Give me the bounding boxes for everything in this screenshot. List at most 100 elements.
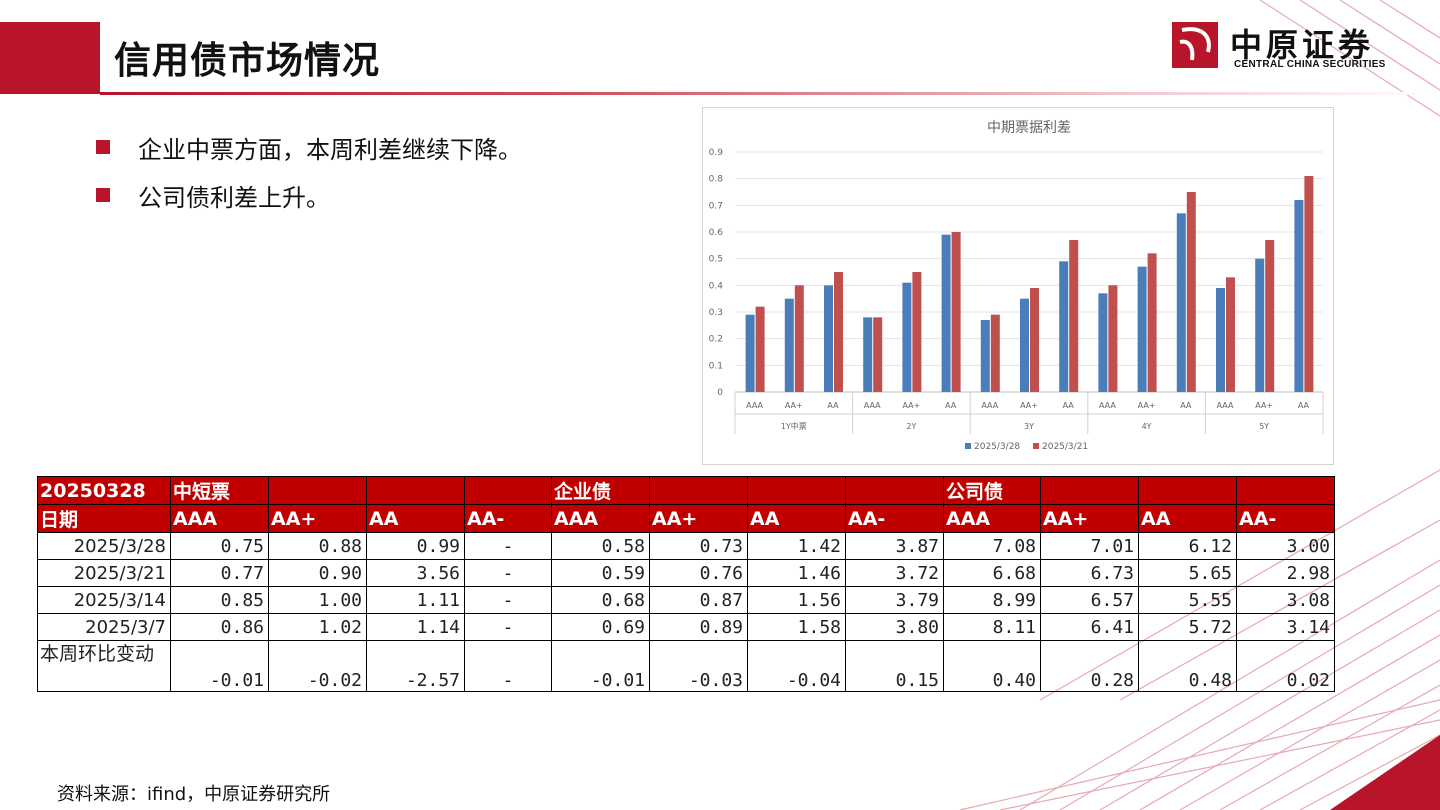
table-header-cell: 企业债 (551, 476, 650, 505)
y-tick-label: 0.1 (709, 361, 723, 371)
bar (1059, 261, 1069, 392)
table-cell: 0.89 (649, 613, 748, 641)
bullet-item: 公司债利差上升。 (96, 174, 566, 222)
table-cell: 5.65 (1138, 559, 1237, 587)
spread-chart: 中期票据利差 0 0.1 0.2 0.3 0.4 0.5 0.6 0.7 0.8 0.9 AAA AA+… (702, 107, 1334, 465)
y-tick-label: 0.7 (709, 201, 723, 211)
company-logo: 中原证券 CENTRAL CHINA SECURITIES (1172, 22, 1412, 72)
bullet-item: 企业中票方面，本周利差继续下降。 (96, 126, 566, 174)
table-cell: 2025/3/28 (37, 532, 171, 560)
table-cell: 8.11 (943, 613, 1041, 641)
x-tick-label: AA+ (1020, 401, 1038, 410)
table-cell: 3.08 (1236, 586, 1335, 614)
bar (834, 272, 843, 392)
chart-title: 中期票据利差 (987, 120, 1071, 136)
table-header-cell (649, 476, 748, 505)
spread-table: 20250328 中短票 企业债 公司债 日期 AAA AA+ AA AA- AAA AA+ AA AA… (37, 476, 1335, 692)
x-tick-label: AA (1180, 401, 1192, 410)
bullet-text: 企业中票方面，本周利差继续下降。 (138, 136, 522, 164)
x-tick-label: AA (1298, 401, 1310, 410)
table-header-cell: 20250328 (37, 476, 171, 505)
table-header-cell: AAA (943, 504, 1041, 533)
bar (941, 234, 951, 392)
table-row: 2025/3/7 0.86 1.02 1.14-0.69 0.89 1.58 3.80 8.1… (37, 613, 1335, 641)
table-row: 2025/3/21 0.77 0.90 3.56-0.59 0.76 1.46 3.72 6.… (37, 559, 1335, 587)
bar (1098, 293, 1108, 392)
table-header-cell (1138, 476, 1237, 505)
bar (1020, 298, 1029, 392)
table-header-cell: 公司债 (943, 476, 1041, 505)
table-header-cell: 日期 (37, 504, 171, 533)
table-header-cell: AA (366, 504, 465, 533)
bullet-text: 公司债利差上升。 (138, 184, 330, 212)
table-cell: 3.87 (845, 532, 944, 560)
x-tick-label: AAA (1099, 401, 1116, 410)
x-tick-label: AAA (746, 401, 763, 410)
bar (1304, 176, 1314, 392)
group-label: 3Y (1024, 422, 1034, 431)
table-header-row: 20250328 中短票 企业债 公司债 (37, 476, 1335, 505)
table-header-cell (366, 476, 465, 505)
bar (1137, 266, 1147, 392)
table-cell: -2.57 (366, 640, 465, 692)
table-cell: 3.14 (1236, 613, 1335, 641)
bar (902, 282, 912, 392)
bar (1265, 240, 1275, 392)
table-cell: - (464, 532, 552, 560)
x-tick-label: AA+ (902, 401, 920, 410)
group-label: 4Y (1142, 422, 1152, 431)
table-cell: -0.01 (551, 640, 650, 692)
x-tick-label: AA+ (1138, 401, 1156, 410)
table-cell: -0.02 (268, 640, 367, 692)
table-cell: 0.40 (943, 640, 1041, 692)
bar (980, 320, 990, 392)
table-header-cell: AA (747, 504, 846, 533)
x-tick-label: AA (945, 401, 957, 410)
bar (1294, 200, 1304, 392)
x-tick-label: AA+ (785, 401, 803, 410)
table-cell: 1.42 (747, 532, 846, 560)
table-cell: 1.02 (268, 613, 367, 641)
bar (1176, 213, 1186, 392)
bar (784, 298, 794, 392)
table-cell: 0.58 (551, 532, 650, 560)
group-label: 1Y中票 (781, 421, 807, 431)
table-cell: 1.58 (747, 613, 846, 641)
table-header-cell (747, 476, 846, 505)
legend-label: 2025/3/28 (974, 442, 1020, 452)
table-cell: 6.12 (1138, 532, 1237, 560)
y-tick-label: 0.3 (709, 308, 723, 318)
table-cell: 0.88 (268, 532, 367, 560)
table-cell: 0.86 (170, 613, 269, 641)
table-cell: 0.69 (551, 613, 650, 641)
bar (873, 317, 883, 392)
table-cell: 2025/3/7 (37, 613, 171, 641)
logo-english-name: CENTRAL CHINA SECURITIES (1234, 59, 1386, 70)
table-cell: 0.90 (268, 559, 367, 587)
bar (1186, 192, 1196, 392)
legend-swatch (1033, 443, 1039, 449)
x-tick-label: AAA (864, 401, 881, 410)
table-cell: - (464, 613, 552, 641)
table-header-cell: AA- (1236, 504, 1335, 533)
bar (1069, 240, 1079, 392)
table-cell: 2025/3/14 (37, 586, 171, 614)
x-tick-label: AA (1063, 401, 1075, 410)
table-cell: 0.15 (845, 640, 944, 692)
legend-swatch (965, 443, 971, 449)
y-tick-label: 0.9 (709, 148, 724, 158)
table-cell: 1.11 (366, 586, 465, 614)
bullet-list: 企业中票方面，本周利差继续下降。 公司债利差上升。 (96, 126, 566, 222)
table-cell: 6.41 (1040, 613, 1139, 641)
legend-label: 2025/3/21 (1042, 442, 1088, 452)
group-label: 2Y (906, 422, 916, 431)
table-cell: 6.57 (1040, 586, 1139, 614)
table-cell: 0.85 (170, 586, 269, 614)
bar (755, 306, 765, 392)
table-cell: 5.55 (1138, 586, 1237, 614)
table-header-cell: AA (1138, 504, 1237, 533)
bar (1147, 253, 1157, 392)
y-tick-label: 0.6 (709, 228, 724, 238)
bar (745, 314, 755, 392)
table-header-cell: AAA (170, 504, 269, 533)
